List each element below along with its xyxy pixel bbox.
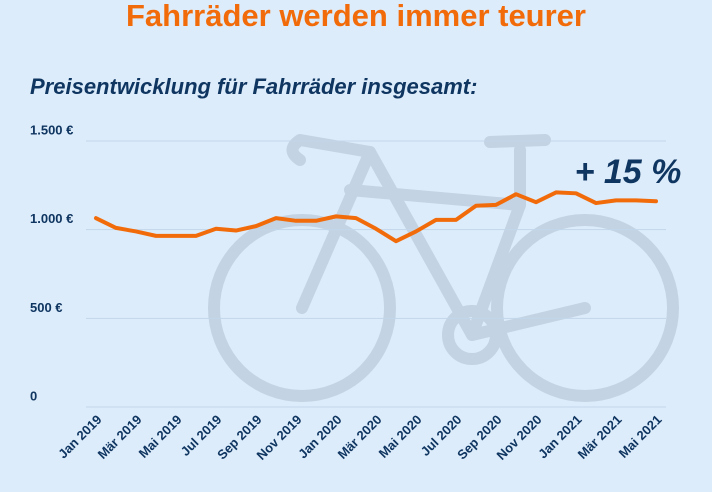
annotation: + 15 %	[575, 153, 682, 191]
data-line	[94, 190, 658, 244]
y-tick-label: 500 €	[30, 300, 63, 315]
y-tick-label: 1.500 €	[30, 122, 73, 137]
chart-title: Fahrräder werden immer teurer	[126, 0, 586, 33]
y-tick-label: 0	[30, 388, 37, 403]
y-tick-label: 1.000 €	[30, 211, 73, 226]
bicycle-illustration	[208, 134, 679, 402]
chart-subtitle: Preisentwicklung für Fahrräder insgesamt…	[30, 74, 477, 99]
